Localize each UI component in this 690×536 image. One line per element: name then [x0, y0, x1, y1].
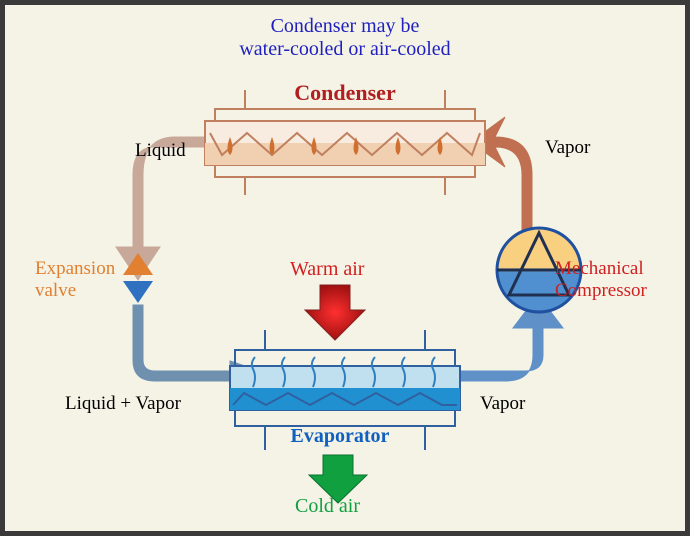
condenser-label: Condenser: [5, 80, 685, 106]
title-l1: Condenser may be: [5, 15, 685, 38]
compressor-label: Mechanical Compressor: [555, 258, 647, 302]
vapor-top-label: Vapor: [545, 137, 590, 159]
liquid-vapor-label: Liquid + Vapor: [65, 393, 181, 415]
expansion-valve-label: Expansion valve: [35, 258, 115, 302]
title-l2: water-cooled or air-cooled: [5, 38, 685, 61]
liquid-label: Liquid: [135, 140, 186, 162]
vapor-bottom-label: Vapor: [480, 393, 525, 415]
warm-air-label: Warm air: [290, 258, 364, 281]
cold-air-label: Cold air: [295, 495, 360, 518]
evaporator-label: Evaporator: [250, 425, 430, 448]
